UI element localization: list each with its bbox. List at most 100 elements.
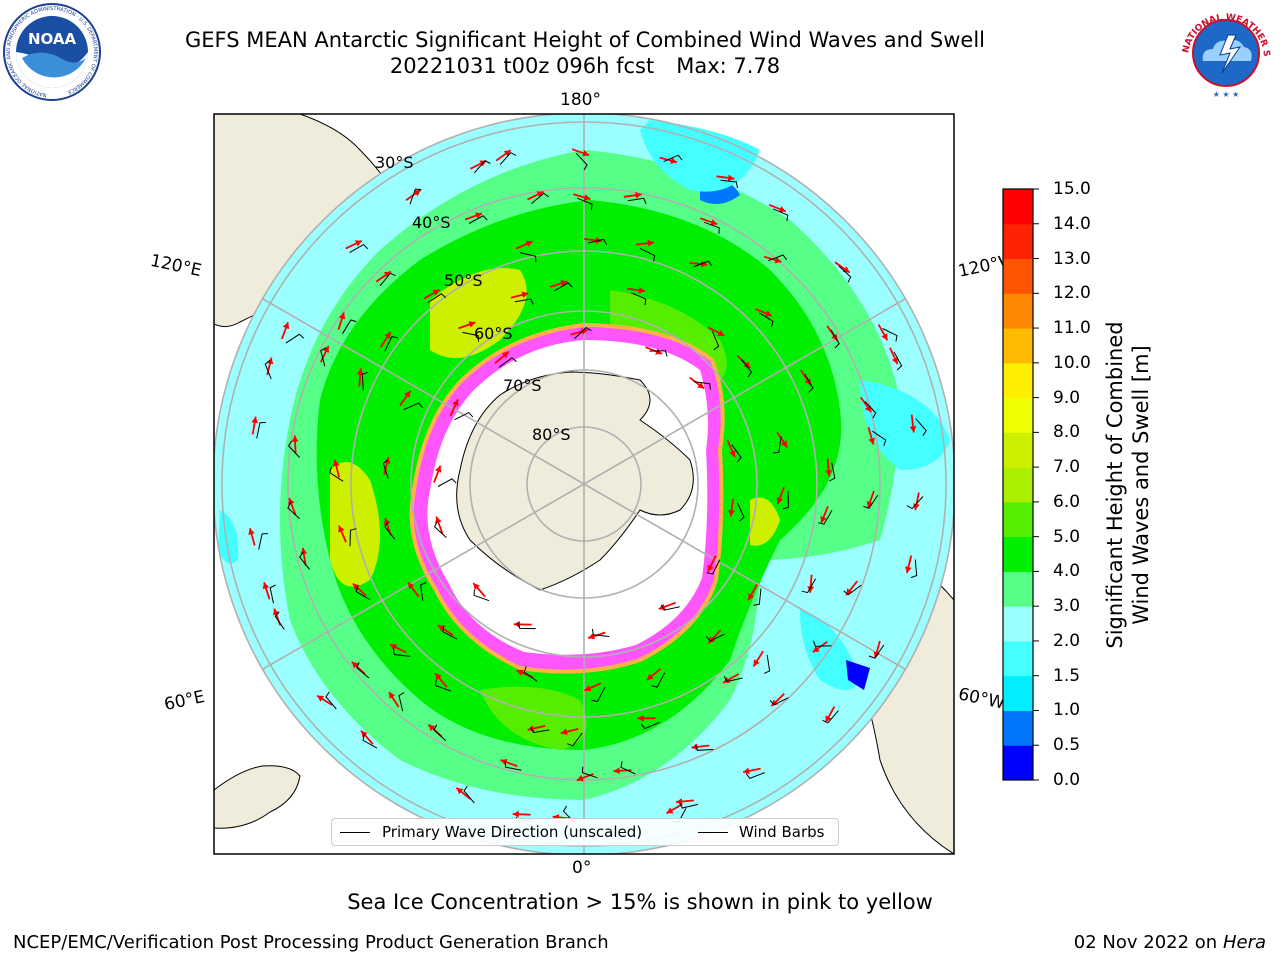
wind-barb — [745, 772, 765, 780]
lat-label-80s: 80°S — [532, 425, 571, 444]
wave-arrowhead — [333, 459, 340, 467]
wave-arrowhead — [804, 378, 811, 386]
wave-arrowhead — [437, 625, 445, 632]
wave-arrowhead — [384, 332, 391, 339]
colorbar-cell — [1003, 571, 1033, 607]
colorbar-tick-label: 5.0 — [1053, 526, 1081, 547]
colorbar-tick-label: 6.0 — [1053, 491, 1081, 512]
wind-barb — [741, 359, 753, 378]
wind-barb — [868, 644, 885, 659]
wave-arrowhead — [868, 437, 875, 445]
wave-arrowhead — [338, 525, 345, 533]
wave-arrowhead — [638, 287, 645, 294]
wind-barb — [711, 331, 720, 351]
wind-barb — [804, 373, 814, 393]
colorbar-frame — [1002, 188, 1034, 781]
wave-arrowhead — [637, 715, 644, 722]
wind-barb — [640, 721, 660, 730]
wave-arrowhead — [727, 174, 735, 182]
wave-arrowhead — [525, 240, 533, 247]
wave-arrowhead — [300, 547, 308, 555]
wave-arrowhead — [753, 659, 760, 667]
wind-barb — [679, 802, 699, 809]
wind-barb — [403, 402, 423, 410]
wave-arrowhead — [354, 240, 362, 247]
wind-barb — [813, 640, 832, 647]
colorbar-cell — [1003, 640, 1033, 677]
wind-barb — [723, 675, 743, 683]
colorbar-cell — [1003, 536, 1033, 572]
wind-barb — [731, 444, 742, 463]
wind-barb — [468, 215, 488, 224]
max-value: Max: 7.78 — [676, 54, 781, 78]
colorbar-cell — [1003, 189, 1033, 225]
wave-arrowhead — [728, 509, 735, 517]
colorbar-cell — [1003, 501, 1033, 538]
wind-barb — [830, 329, 840, 349]
wind-barb — [437, 478, 457, 487]
wind-barb — [553, 282, 573, 292]
wave-arrowhead — [676, 798, 683, 805]
wind-barb — [587, 238, 608, 245]
wave-arrowhead — [582, 150, 590, 157]
host-name: Hera — [1222, 932, 1266, 953]
wave-arrowhead — [338, 312, 346, 320]
lat-label-60s: 60°S — [474, 324, 513, 343]
wind-barb — [433, 521, 447, 538]
wind-barb — [499, 152, 517, 166]
wave-arrowhead — [456, 787, 464, 795]
colorbar-cell — [1003, 467, 1033, 503]
colorbar-cell — [1003, 745, 1033, 781]
wave-arrowhead — [282, 322, 290, 330]
wave-arrowhead — [666, 807, 674, 814]
wave-arrowhead — [383, 518, 391, 525]
wind-barb — [660, 604, 680, 611]
wind-barb — [872, 430, 887, 446]
wave-arrowhead — [905, 566, 912, 573]
wind-barb — [325, 691, 337, 710]
wave-arrowhead — [807, 586, 814, 593]
wind-barb — [782, 491, 790, 510]
wave-arrowhead — [697, 382, 705, 389]
wave-arrowhead — [866, 501, 874, 508]
wind-barb — [514, 298, 534, 305]
wind-barb — [435, 679, 451, 692]
colorbar-tick-label: 1.0 — [1053, 700, 1081, 721]
wind-barb — [591, 687, 606, 703]
wind-barb — [567, 732, 583, 747]
colorbar-tick-label: 4.0 — [1053, 561, 1081, 582]
wind-barb — [651, 672, 666, 688]
wave-arrowhead — [581, 328, 588, 335]
wind-barb — [462, 331, 479, 342]
wave-arrowhead — [521, 291, 529, 298]
nws-logo: NATIONAL WEATHER SERVICE ★ ★ ★ — [1176, 3, 1274, 101]
legend-barb-label: Wind Barbs — [739, 823, 825, 841]
wave-arrowhead — [408, 582, 415, 590]
wind-barb — [519, 252, 537, 263]
wind-barb — [829, 462, 836, 482]
wind-barb — [433, 724, 447, 742]
wind-barb — [864, 401, 877, 419]
wind-barb — [705, 633, 725, 642]
wind-barb — [320, 347, 327, 367]
wave-arrowhead — [776, 497, 783, 505]
graticule — [214, 114, 954, 854]
legend-wave-label: Primary Wave Direction (unscaled) — [382, 823, 643, 841]
wind-barb — [769, 697, 789, 706]
wind-barb — [720, 179, 738, 188]
wave-arrowhead — [891, 357, 898, 365]
land-africa — [214, 765, 301, 829]
wave-arrowhead — [389, 692, 396, 699]
wind-barb — [379, 272, 396, 287]
colorbar-cell — [1003, 258, 1033, 294]
wave-arrowhead — [383, 271, 391, 278]
chart-title: GEFS MEAN Antarctic Significant Height o… — [184, 28, 986, 52]
wind-barb — [285, 333, 305, 344]
wind-barb — [893, 351, 903, 371]
colorbar-tick-label: 15.0 — [1053, 179, 1091, 199]
lon-label-0: 0° — [572, 858, 592, 878]
wave-arrowhead — [248, 528, 255, 535]
wind-barb — [706, 559, 721, 575]
wave-arrowhead — [468, 321, 476, 328]
wind-barb — [264, 360, 272, 380]
